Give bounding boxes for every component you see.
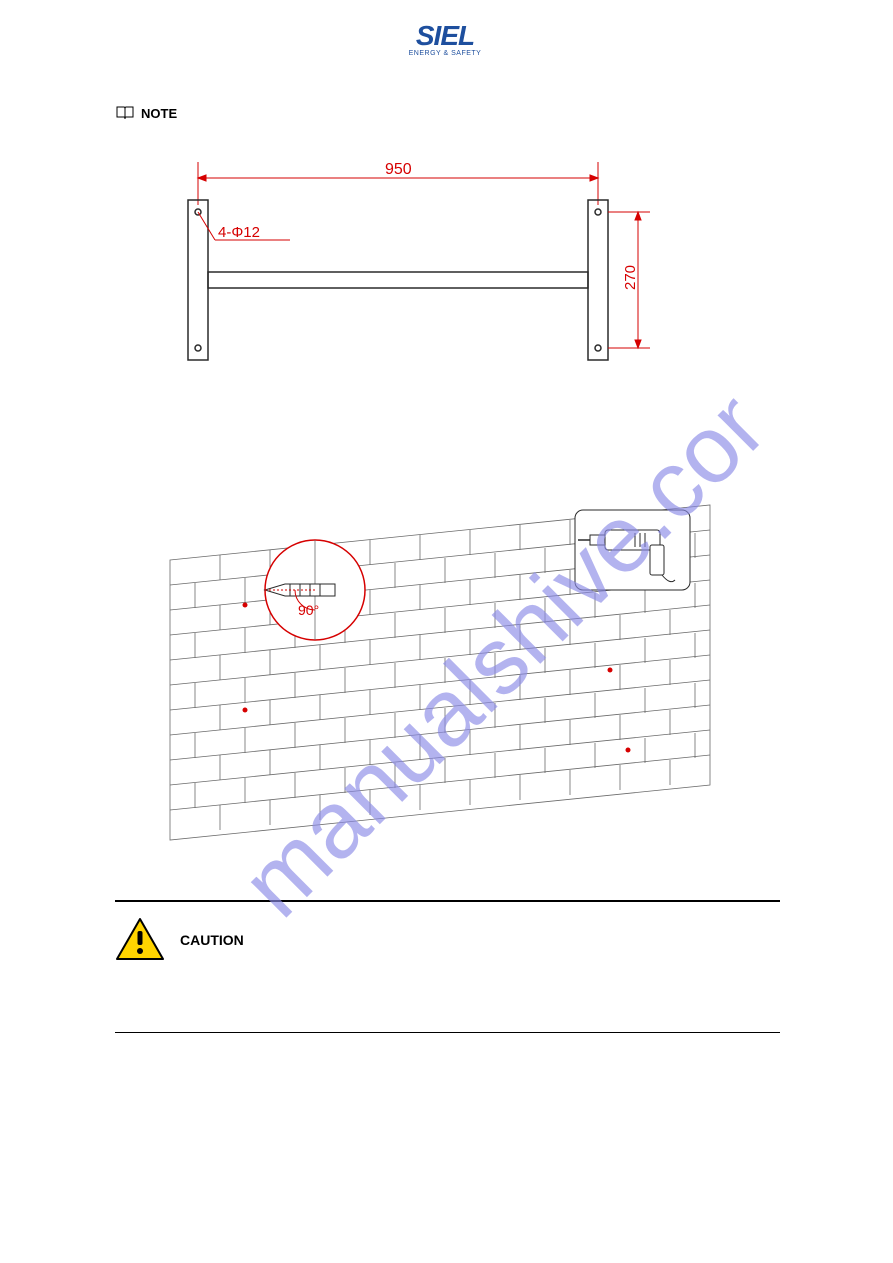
angle-label: 90°: [298, 602, 319, 618]
hole-spec: 4-Φ12: [218, 224, 260, 241]
caution-section: CAUTION: [115, 900, 780, 1033]
note-heading: NOTE: [115, 105, 177, 121]
divider: [115, 1032, 780, 1033]
logo-text: SIEL: [390, 20, 500, 52]
drill-angle-detail: 90°: [265, 540, 365, 640]
brand-logo: SIEL ENERGY & SAFETY: [390, 20, 500, 57]
drill-hole-dot: [243, 708, 248, 713]
wall-drilling-diagram: 90°: [150, 475, 740, 895]
width-dimension: 950: [385, 161, 412, 178]
caution-icon: [115, 917, 165, 962]
drill-hole-dot: [608, 668, 613, 673]
bracket-dimension-diagram: 950 4-Φ12 270: [160, 150, 730, 420]
note-label: NOTE: [141, 106, 177, 121]
book-icon: [115, 105, 135, 121]
drill-hole-dot: [243, 603, 248, 608]
drill-tool-inset: [575, 510, 690, 590]
divider: [115, 900, 780, 902]
caution-label: CAUTION: [180, 932, 244, 948]
height-dimension: 270: [622, 265, 639, 290]
logo-tagline: ENERGY & SAFETY: [390, 50, 500, 57]
drill-hole-dot: [626, 748, 631, 753]
